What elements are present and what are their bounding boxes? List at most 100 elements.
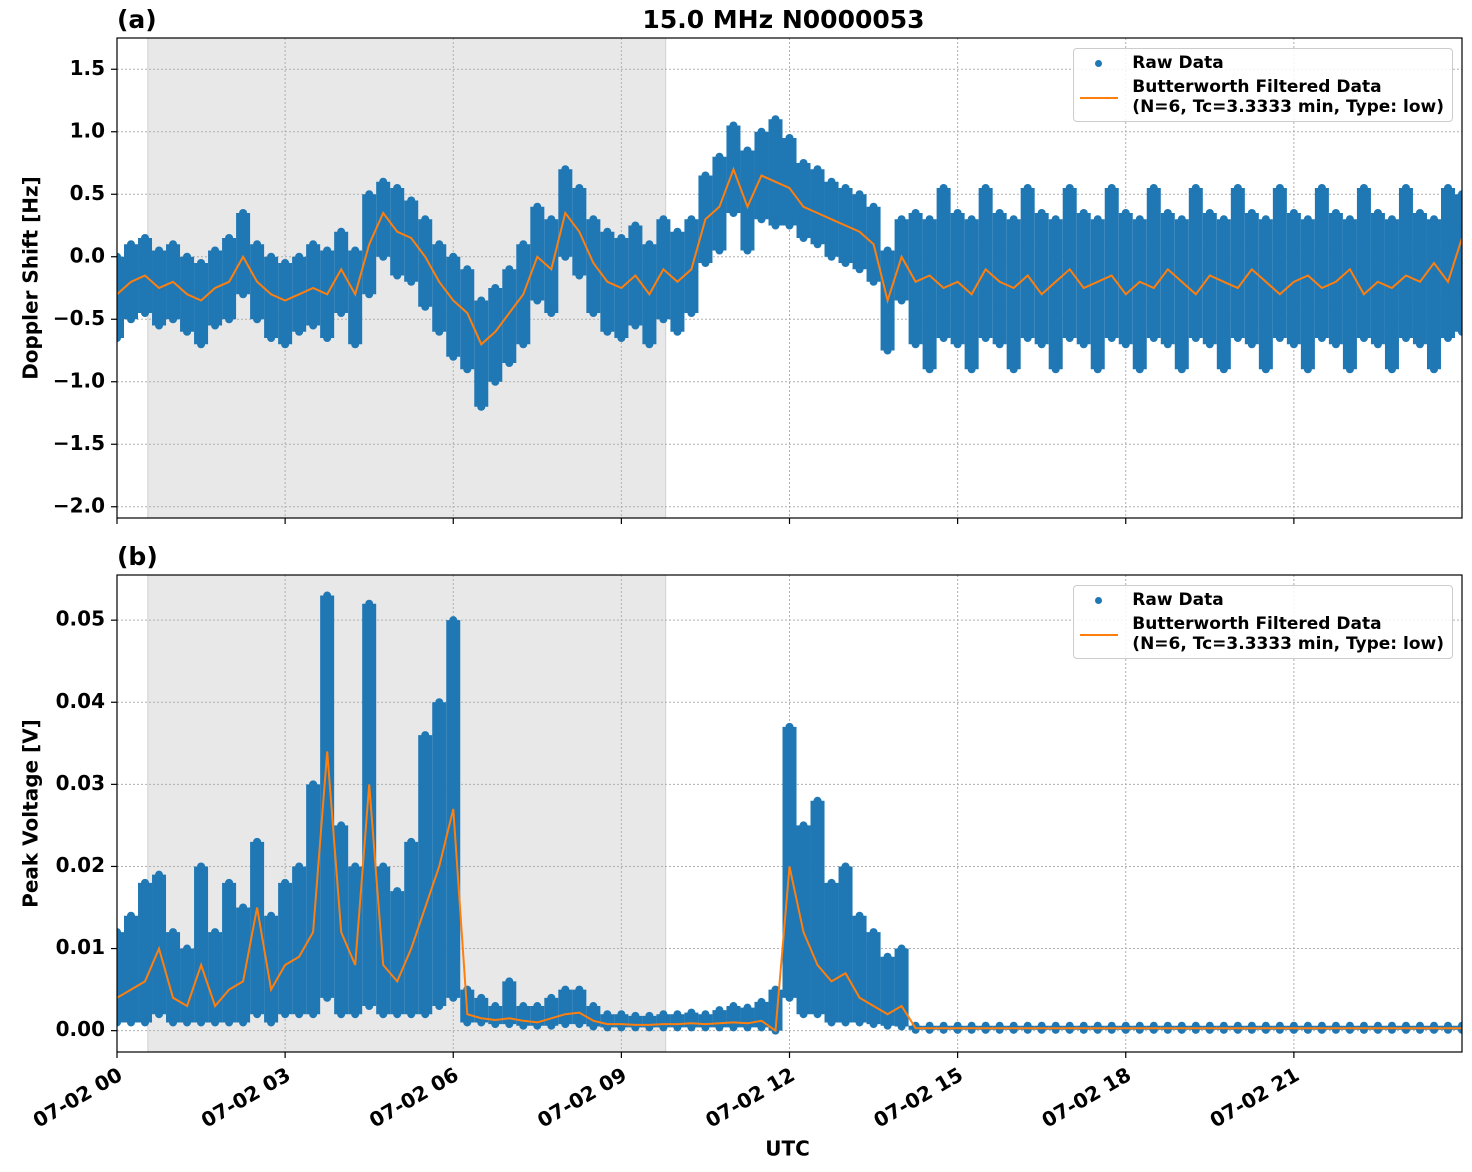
raw-point [1289,209,1298,217]
raw-point [897,1022,906,1031]
y-tick-label: 0.5 [70,181,105,205]
raw-point [911,246,920,255]
raw-point [799,234,808,242]
raw-point [1401,334,1410,342]
raw-point [491,377,500,386]
raw-point [1387,365,1396,374]
raw-point [1373,302,1382,311]
raw-point [631,321,640,330]
raw-point [981,290,990,299]
raw-point [1247,209,1256,217]
raw-point [1387,215,1396,224]
raw-point [967,215,976,224]
raw-point [169,240,178,249]
raw-point [323,591,332,600]
y-tick-label: 0.04 [56,689,105,713]
raw-point [1023,290,1032,299]
raw-point [1121,1025,1130,1034]
raw-point [673,327,682,336]
raw-point [351,1010,360,1019]
raw-point [1121,340,1130,349]
raw-point [1079,340,1088,349]
raw-point [855,265,864,274]
raw-point [211,321,220,330]
raw-point [967,259,976,267]
raw-point [365,190,374,199]
raw-point [1303,259,1312,267]
raw-point [575,184,584,192]
raw-point [1107,240,1116,249]
raw-point [519,1002,528,1011]
raw-point [1261,215,1270,224]
x-tick-label: 07-02 12 [701,1062,799,1132]
raw-point [1121,246,1130,255]
raw-point [1177,215,1186,224]
raw-point [1247,340,1256,349]
raw-point [981,240,990,249]
raw-point [1065,184,1074,192]
raw-point [547,215,556,224]
raw-point [1219,215,1228,224]
raw-point [1023,334,1032,342]
raw-point [561,252,570,261]
raw-point [967,365,976,374]
raw-point [1051,215,1060,224]
raw-point [603,1010,612,1019]
raw-point [925,215,934,224]
raw-point [1177,365,1186,374]
raw-point [323,246,332,255]
raw-point [1359,1025,1368,1034]
raw-point [939,290,948,299]
raw-point [435,698,444,707]
raw-point [1205,246,1214,255]
raw-point [1163,340,1172,349]
raw-point [117,252,121,261]
legend-line [1080,97,1119,99]
raw-point [365,599,374,608]
raw-point [785,134,794,142]
raw-point [117,1018,121,1027]
raw-point [1275,240,1284,249]
raw-point [1415,209,1424,217]
legend-key [1074,590,1124,610]
raw-point [1149,334,1158,342]
raw-point [379,862,388,871]
raw-point [1065,1025,1074,1034]
raw-point [897,944,906,953]
raw-point [407,1010,416,1019]
raw-point [603,227,612,236]
raw-point [1177,1025,1186,1034]
raw-point [1037,302,1046,311]
raw-point [281,1010,290,1019]
raw-point [337,227,346,236]
raw-point [673,1010,682,1019]
raw-point [645,1011,654,1020]
chart-title: 15.0 MHz N0000053 [642,5,924,34]
raw-point [883,346,892,355]
raw-point [421,731,430,740]
raw-point [505,977,514,986]
raw-point [883,1021,892,1030]
raw-point [1107,1025,1116,1034]
legend-entry: Raw Data [1074,53,1444,73]
legend-label: Butterworth Filtered Data (N=6, Tc=3.333… [1132,614,1444,654]
raw-point [379,252,388,261]
raw-point [1429,1025,1438,1034]
raw-point [1303,321,1312,330]
x-tick-label: 07-02 21 [1206,1062,1304,1132]
raw-point [1275,184,1284,192]
raw-point [1233,184,1242,192]
raw-point [1373,246,1382,255]
raw-point [117,334,121,342]
raw-point [911,340,920,349]
raw-point [1387,259,1396,267]
raw-point [449,993,458,1002]
legend-label: Raw Data [1132,53,1224,73]
raw-point [1037,246,1046,255]
raw-point [435,1002,444,1011]
raw-point [995,1025,1004,1034]
x-tick-label: 07-02 03 [197,1062,295,1132]
legend-entry: Butterworth Filtered Data (N=6, Tc=3.333… [1074,77,1444,117]
raw-point [1163,246,1172,255]
raw-point [785,993,794,1002]
